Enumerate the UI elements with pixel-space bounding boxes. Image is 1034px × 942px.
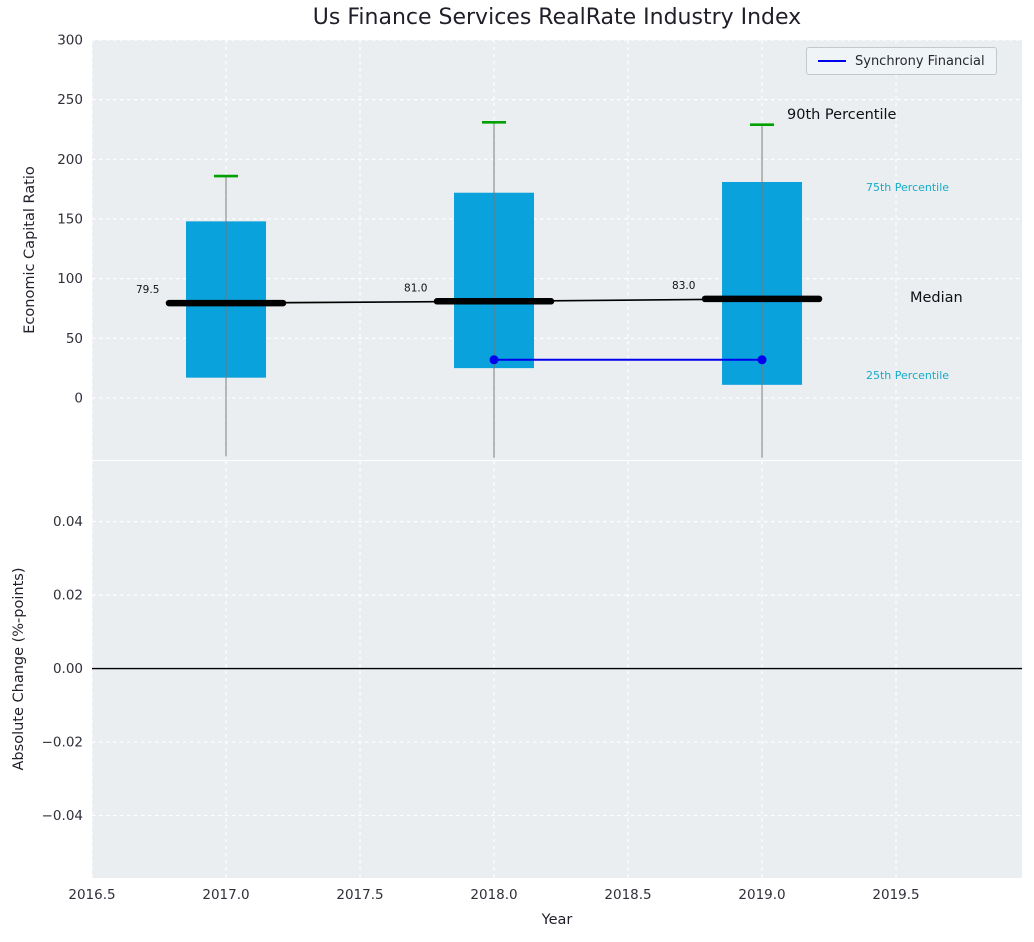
xtick-label: 2018.0	[470, 887, 517, 903]
legend-label: Synchrony Financial	[855, 53, 985, 69]
xtick-label: 2017.5	[336, 887, 383, 903]
median-value-label: 83.0	[672, 280, 695, 292]
y-axis-label-top: Economic Capital Ratio	[22, 166, 38, 334]
x-axis-label: Year	[541, 912, 573, 928]
annotation-90th-percentile: 90th Percentile	[787, 107, 897, 123]
median-value-label: 79.5	[136, 284, 159, 296]
annotation-25th-percentile: 25th Percentile	[866, 369, 950, 382]
ytick-label-top: 0	[74, 390, 83, 406]
ytick-label-bottom: −0.02	[42, 735, 83, 751]
median-value-label: 81.0	[404, 282, 427, 294]
xtick-label: 2019.0	[738, 887, 785, 903]
ytick-label-top: 250	[57, 92, 83, 108]
ytick-label-top: 100	[57, 271, 83, 287]
annotation-75th-percentile: 75th Percentile	[866, 181, 950, 194]
ytick-label-top: 300	[57, 33, 83, 49]
chart-title: Us Finance Services RealRate Industry In…	[312, 5, 802, 30]
xtick-label: 2019.5	[872, 887, 919, 903]
xtick-label: 2018.5	[604, 887, 651, 903]
xtick-label: 2017.0	[202, 887, 249, 903]
series-marker	[489, 355, 499, 365]
series-marker	[757, 355, 767, 365]
ytick-label-bottom: 0.00	[53, 661, 83, 677]
ytick-label-bottom: 0.02	[53, 588, 83, 604]
ytick-label-bottom: −0.04	[42, 808, 83, 824]
y-axis-label-bottom: Absolute Change (%-points)	[11, 567, 27, 771]
ytick-label-bottom: 0.04	[53, 514, 83, 530]
ytick-label-top: 200	[57, 152, 83, 168]
xtick-label: 2016.5	[68, 887, 115, 903]
annotation-median: Median	[910, 290, 963, 306]
ytick-label-top: 150	[57, 211, 83, 227]
legend-line-swatch	[818, 60, 846, 62]
ytick-label-top: 50	[66, 331, 83, 347]
bottom-panel-background	[92, 461, 1022, 878]
legend: Synchrony Financial	[806, 47, 997, 75]
